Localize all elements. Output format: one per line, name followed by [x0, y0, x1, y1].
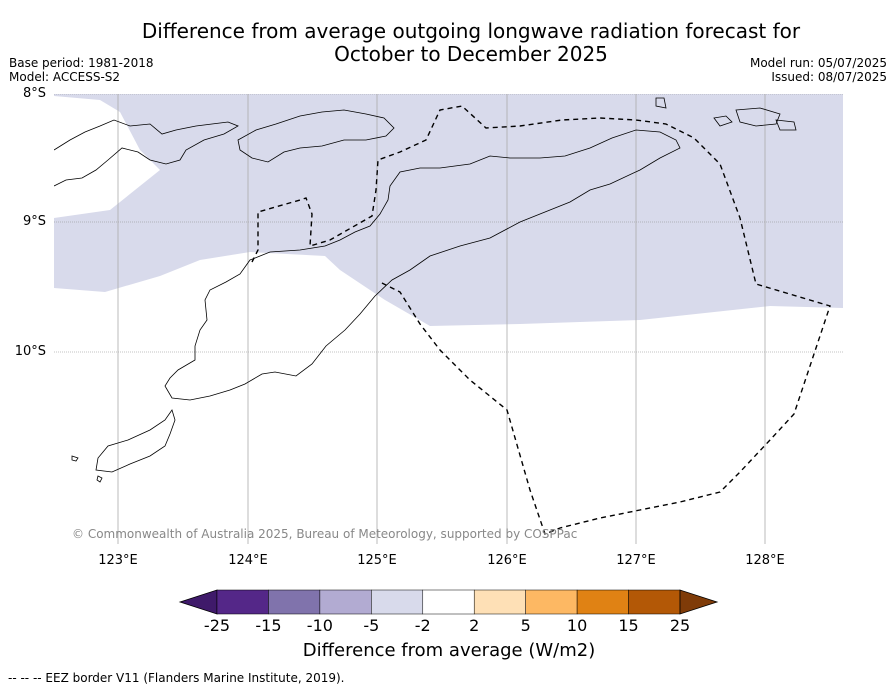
meta-left: Base period: 1981-2018 Model: ACCESS-S2: [9, 56, 154, 84]
colorbar-tick-label: -10: [306, 616, 333, 635]
colorbar-tick-label: -25: [203, 616, 231, 635]
colorbar-segment: [473, 589, 526, 615]
eez-border: [251, 105, 831, 535]
colorbar-arrow-high: [679, 589, 719, 615]
colorbar-tick-label: 2: [469, 616, 480, 635]
unshaded-northwest: [54, 94, 160, 218]
colorbar-tick-label: -15: [255, 616, 282, 635]
map-title: Difference from average outgoing longwav…: [100, 20, 842, 66]
anomaly-shading: [54, 94, 843, 326]
colorbar-segment: [268, 589, 321, 615]
title-line-1: Difference from average outgoing longwav…: [141, 19, 801, 43]
base-period: Base period: 1981-2018: [9, 56, 154, 70]
timor-coastline: [164, 129, 681, 401]
lon-label-128e: 128°E: [745, 553, 785, 568]
colorbar-tick-label: 15: [618, 616, 639, 635]
model-run: Model run: 05/07/2025: [749, 56, 887, 70]
graticule: [54, 94, 843, 353]
lon-label-123e: 123°E: [98, 553, 138, 568]
eez-footnote: -- -- -- EEZ border V11 (Flanders Marine…: [8, 671, 345, 685]
meta-right: Model run: 05/07/2025 Issued: 08/07/2025: [750, 56, 887, 84]
colorbar-tick-label: 5: [520, 616, 531, 635]
sumba-coastline: [95, 409, 176, 473]
lon-label-124e: 124°E: [228, 553, 268, 568]
lat-label-8s: 8°S: [22, 86, 46, 101]
colorbar-title: Difference from average (W/m2): [302, 640, 596, 661]
colorbar-tick-label: 25: [669, 616, 691, 635]
lat-label-9s: 9°S: [22, 214, 46, 229]
wetar-coastline: [655, 97, 797, 131]
colorbar-segment: [422, 589, 475, 615]
colorbar-segment: [371, 589, 424, 615]
lon-label-127e: 127°E: [616, 553, 656, 568]
title-line-2: October to December 2025: [334, 42, 608, 66]
colorbar-arrow-low: [178, 589, 218, 615]
colorbar-tick-label: -2: [414, 616, 431, 635]
lon-label-125e: 125°E: [357, 553, 397, 568]
colorbar: [178, 589, 719, 615]
colorbar-segment: [628, 589, 681, 615]
colorbar-segment: [216, 589, 269, 615]
colorbar-segment: [576, 589, 629, 615]
issued-date: Issued: 08/07/2025: [771, 70, 887, 84]
flores-coastline: [54, 119, 239, 187]
model-name: Model: ACCESS-S2: [9, 70, 121, 84]
copyright-notice: © Commonwealth of Australia 2025, Bureau…: [72, 527, 578, 541]
small-island-sw: [71, 455, 103, 483]
colorbar-tick-label: 10: [566, 616, 588, 635]
colorbar-tick-label: -5: [363, 616, 380, 635]
colorbar-segment: [525, 589, 578, 615]
colorbar-segment: [319, 589, 372, 615]
lat-label-10s: 10°S: [14, 344, 46, 359]
alor-coastline: [237, 109, 395, 163]
lon-label-126e: 126°E: [487, 553, 527, 568]
